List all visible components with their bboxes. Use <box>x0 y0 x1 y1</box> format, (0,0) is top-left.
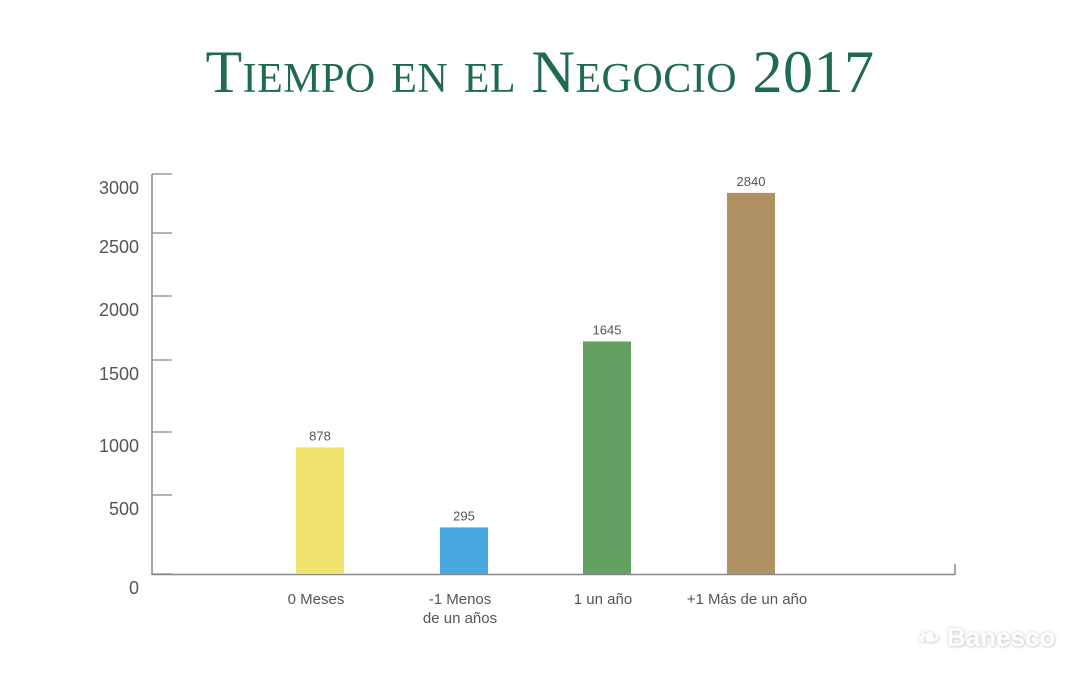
bar-value-label: 2840 <box>737 174 766 189</box>
y-tick-label: 2500 <box>99 237 139 257</box>
y-tick-label: 0 <box>129 578 139 598</box>
bar-value-label: 295 <box>453 508 475 523</box>
bar <box>727 192 775 574</box>
bar-value-label: 878 <box>309 428 331 443</box>
bar <box>440 527 488 574</box>
bar <box>583 341 631 574</box>
x-category-label: 1 un año <box>574 591 632 608</box>
y-tick-label: 1000 <box>99 436 139 456</box>
y-tick-label: 2000 <box>99 300 139 320</box>
x-category-label: de un años <box>423 610 497 627</box>
banesco-logo-watermark: ❧ Banesco <box>918 622 1056 652</box>
chart-title: Tiempo en el Negocio 2017 <box>205 39 875 105</box>
y-tick-label: 1500 <box>99 364 139 384</box>
x-category-label: +1 Más de un año <box>687 591 808 608</box>
y-tick-label: 3000 <box>99 178 139 198</box>
bar <box>296 447 344 574</box>
y-tick-label: 500 <box>109 499 139 519</box>
x-category-label: 0 Meses <box>288 591 345 608</box>
bar-value-label: 1645 <box>593 322 622 337</box>
x-category-label: -1 Menos <box>429 591 492 608</box>
